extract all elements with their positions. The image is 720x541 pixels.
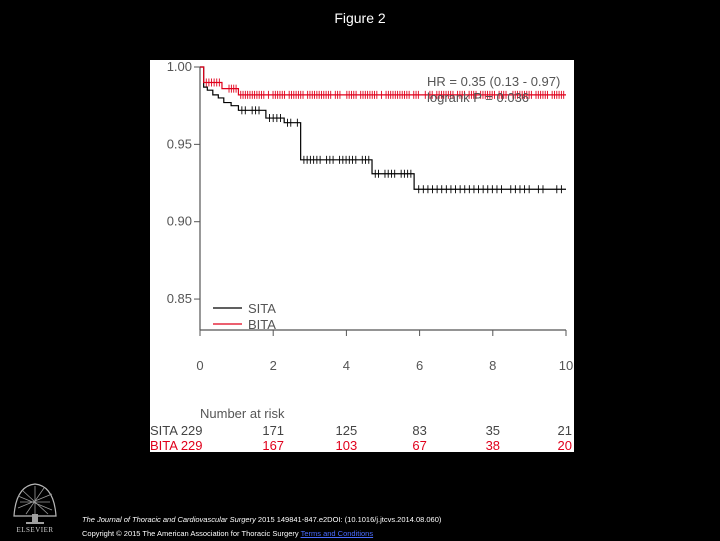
km-survival-chart: 1.00 0.95 0.90 0.85 0 2 4 6 8 10 HR = 0.35 (0.13 -… [150,60,574,452]
risk-count-bita: 20 [558,438,572,452]
terms-link[interactable]: Terms and Conditions [301,529,374,538]
y-tick-label-0: 1.00 [167,60,192,74]
journal-reference: 2015 149841-847.e2DOI: (10.1016/j.jtcvs.… [256,515,442,524]
slide-title: Figure 2 [0,10,720,26]
x-tick-label-2: 4 [343,358,350,373]
risk-count-bita: 167 [262,438,284,452]
elsevier-logo: ELSEVIER [6,478,64,536]
citation: The Journal of Thoracic and Cardiovascul… [82,515,441,524]
x-tick-label-3: 6 [416,358,423,373]
legend-label-sita: SITA [248,301,276,316]
x-tick-label-0: 0 [196,358,203,373]
risk-count-bita: 38 [486,438,500,452]
risk-count-bita: 103 [336,438,358,452]
logrank-p-text: logrank P = 0.036 [427,90,529,105]
risk-count-sita: 83 [412,423,426,438]
y-tick-label-2: 0.90 [167,214,192,229]
copyright-line: Copyright © 2015 The American Associatio… [82,529,373,538]
publisher-name: ELSEVIER [6,526,64,534]
x-tick-label-4: 8 [489,358,496,373]
risk-count-sita: 21 [558,423,572,438]
legend-label-bita: BITA [248,317,276,332]
x-tick-label-5: 10 [559,358,573,373]
y-tick-label-3: 0.85 [167,291,192,306]
journal-name: The Journal of Thoracic and Cardiovascul… [82,515,256,524]
number-at-risk-title: Number at risk [200,406,285,421]
risk-count-sita: 171 [262,423,284,438]
x-tick-label-1: 2 [270,358,277,373]
hazard-ratio-text: HR = 0.35 (0.13 - 0.97) [427,74,560,89]
risk-row-label-sita: SITA 229 [150,423,203,438]
risk-count-bita: 67 [412,438,426,452]
y-tick-label-1: 0.95 [167,136,192,151]
copyright-text: Copyright © 2015 The American Associatio… [82,529,301,538]
risk-count-sita: 35 [486,423,500,438]
risk-row-label-bita: BITA 229 [150,438,203,452]
risk-count-sita: 125 [336,423,358,438]
chart-canvas: 1.00 0.95 0.90 0.85 0 2 4 6 8 10 HR = 0.35 (0.13 -… [150,60,574,452]
